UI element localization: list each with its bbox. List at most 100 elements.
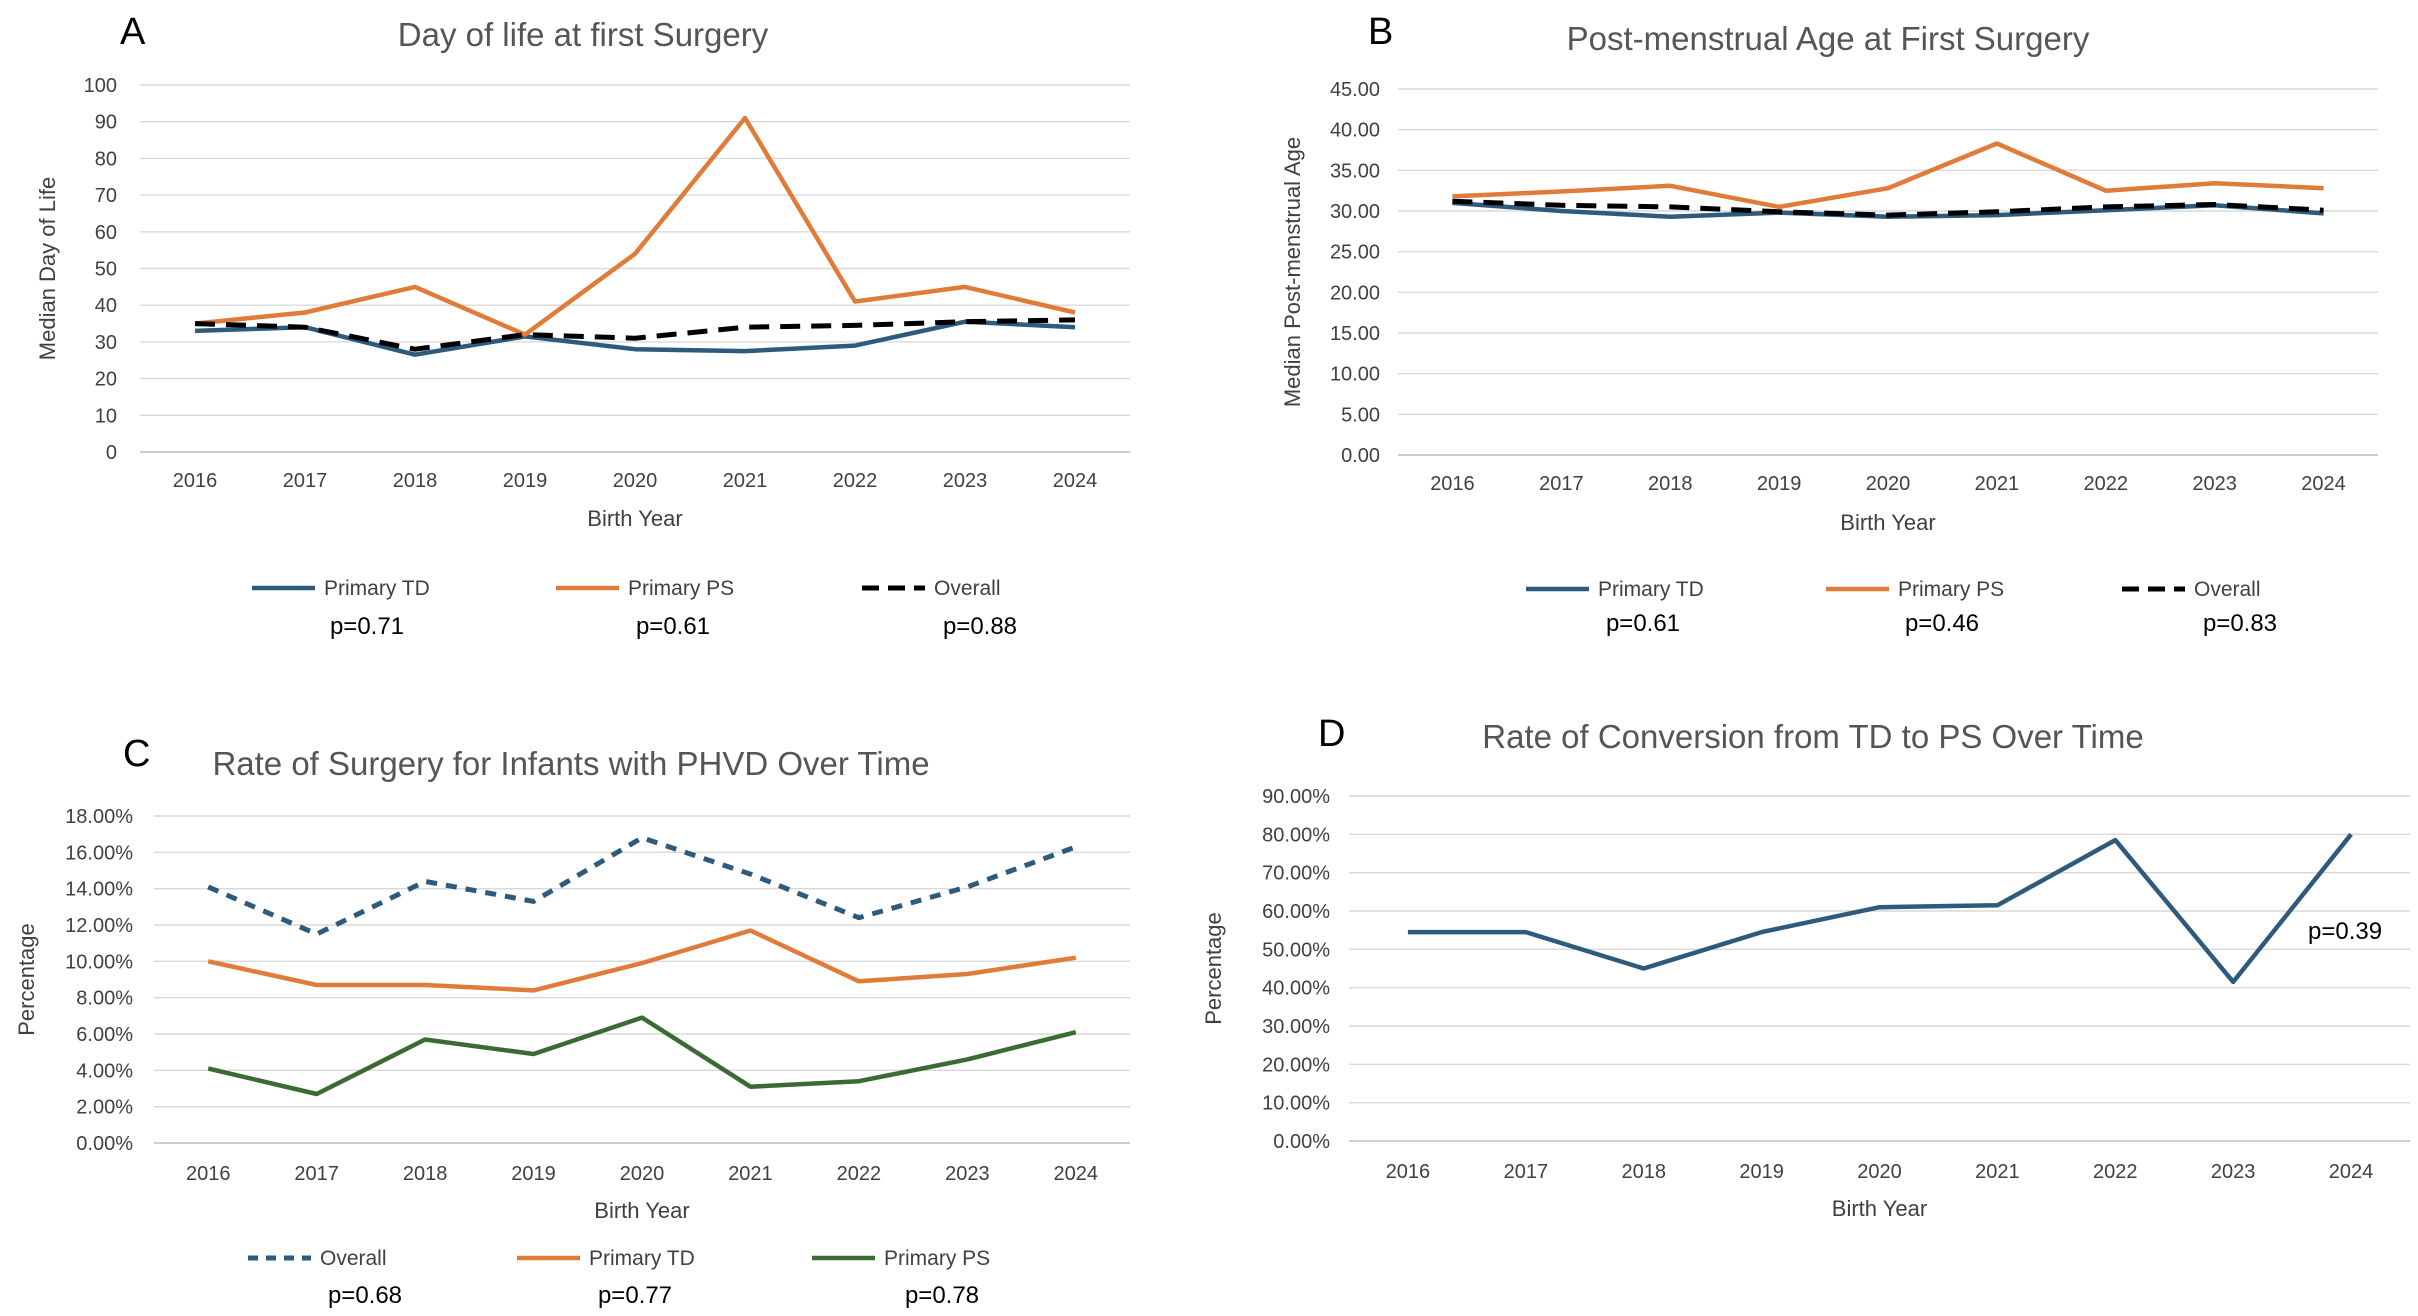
y-tick-label: 80 [95, 148, 117, 170]
y-tick-label: 0.00% [76, 1133, 133, 1155]
x-tick-label: 2016 [173, 470, 218, 492]
chart-title: Post-menstrual Age at First Surgery [1567, 20, 2090, 57]
x-tick-label: 2017 [1539, 473, 1584, 495]
legend-label: Primary TD [589, 1247, 695, 1270]
panel-letter: C [123, 733, 150, 775]
y-tick-label: 0 [106, 442, 117, 464]
x-tick-label: 2020 [1866, 473, 1911, 495]
y-tick-label: 8.00% [76, 988, 133, 1010]
x-axis-label: Birth Year [594, 1198, 689, 1223]
y-axis-label: Median Post-menstrual Age [1280, 137, 1305, 407]
y-tick-label: 15.00 [1330, 323, 1380, 345]
y-tick-label: 35.00 [1330, 160, 1380, 182]
series-line-primary-td [194, 319, 1076, 357]
p-value-label: p=0.71 [330, 613, 404, 640]
y-tick-label: 18.00% [65, 806, 133, 828]
x-tick-label: 2019 [503, 470, 548, 492]
chart-panel-a: A Day of life at first Surgery 0 10 20 30 40 50… [35, 11, 1130, 640]
legend-label: Primary PS [884, 1247, 990, 1270]
series-line-overall [194, 317, 1076, 352]
y-tick-label: 45.00 [1330, 79, 1380, 101]
x-axis-label: Birth Year [1840, 510, 1935, 535]
p-value-label: p=0.68 [328, 1282, 402, 1309]
x-tick-label: 2022 [833, 470, 878, 492]
x-tick-label: 2023 [945, 1163, 990, 1185]
p-value-label: p=0.46 [1905, 610, 1979, 637]
y-tick-label: 70 [95, 185, 117, 207]
p-value-label: p=0.78 [905, 1282, 979, 1309]
y-tick-label: 10.00% [65, 951, 133, 973]
y-tick-label: 70.00% [1262, 863, 1330, 885]
y-tick-label: 40.00 [1330, 120, 1380, 142]
series-line-primary-td [207, 928, 1077, 993]
legend-label: Primary PS [1898, 578, 2004, 601]
chart-title: Day of life at first Surgery [398, 16, 769, 53]
x-tick-label: 2024 [2301, 473, 2346, 495]
x-tick-label: 2020 [620, 1163, 665, 1185]
x-tick-label: 2019 [511, 1163, 556, 1185]
y-axis-label: Percentage [1201, 912, 1226, 1025]
y-tick-label: 0.00% [1273, 1131, 1330, 1153]
p-value-label: p=0.61 [636, 613, 710, 640]
chart-title: Rate of Conversion from TD to PS Over Ti… [1482, 718, 2143, 755]
y-tick-label: 10.00% [1262, 1093, 1330, 1115]
x-tick-label: 2019 [1739, 1161, 1784, 1183]
legend-label: Overall [934, 577, 1001, 600]
x-tick-label: 2018 [1648, 473, 1693, 495]
legend-label: Overall [2194, 578, 2261, 601]
y-tick-label: 60 [95, 222, 117, 244]
y-tick-label: 0.00 [1341, 445, 1380, 467]
x-tick-label: 2022 [837, 1163, 882, 1185]
y-tick-label: 25.00 [1330, 242, 1380, 264]
x-tick-label: 2021 [1975, 1161, 2020, 1183]
p-value-label: p=0.88 [943, 613, 1017, 640]
legend-label: Primary TD [324, 577, 430, 600]
p-value-label: p=0.83 [2203, 610, 2277, 637]
y-tick-label: 30 [95, 332, 117, 354]
legend-label: Primary PS [628, 577, 734, 600]
y-axis-label: Percentage [14, 923, 39, 1036]
x-tick-label: 2018 [1621, 1161, 1666, 1183]
y-tick-label: 50.00% [1262, 939, 1330, 961]
y-tick-label: 40.00% [1262, 978, 1330, 1000]
y-tick-label: 60.00% [1262, 901, 1330, 923]
x-tick-label: 2022 [2093, 1161, 2138, 1183]
y-tick-label: 20 [95, 369, 117, 391]
series-line-overall [207, 835, 1077, 937]
y-axis-label: Median Day of Life [35, 177, 60, 360]
series-line-overall [1452, 198, 2324, 218]
x-tick-label: 2017 [1504, 1161, 1549, 1183]
y-tick-label: 6.00% [76, 1024, 133, 1046]
x-tick-label: 2020 [613, 470, 658, 492]
series-line-primary-ps [1452, 141, 2324, 210]
y-tick-label: 16.00% [65, 842, 133, 864]
y-tick-label: 4.00% [76, 1060, 133, 1082]
x-tick-label: 2016 [1386, 1161, 1431, 1183]
y-tick-label: 30.00 [1330, 201, 1380, 223]
y-tick-label: 30.00% [1262, 1016, 1330, 1038]
y-tick-label: 14.00% [65, 879, 133, 901]
x-tick-label: 2023 [943, 470, 988, 492]
series-line-primary-ps [194, 115, 1076, 337]
x-tick-label: 2018 [403, 1163, 448, 1185]
p-value-label: p=0.61 [1606, 610, 1680, 637]
y-tick-label: 20.00 [1330, 282, 1380, 304]
x-tick-label: 2021 [1975, 473, 2020, 495]
x-tick-label: 2023 [2192, 473, 2237, 495]
panel-letter: B [1368, 11, 1393, 53]
p-value-label: p=0.77 [598, 1282, 672, 1309]
y-tick-label: 50 [95, 259, 117, 281]
chart-panel-c: C Rate of Surgery for Infants with PHVD O… [14, 733, 1130, 1309]
x-tick-label: 2024 [1053, 470, 1098, 492]
chart-title: Rate of Surgery for Infants with PHVD Ov… [212, 745, 929, 782]
y-tick-label: 12.00% [65, 915, 133, 937]
x-tick-label: 2018 [393, 470, 438, 492]
series-line-primary-ps [207, 1015, 1077, 1097]
y-tick-label: 5.00 [1341, 404, 1380, 426]
x-axis-label: Birth Year [587, 506, 682, 531]
x-tick-label: 2016 [1430, 473, 1475, 495]
y-tick-label: 40 [95, 295, 117, 317]
x-tick-label: 2024 [1054, 1163, 1099, 1185]
panel-letter: D [1318, 713, 1345, 755]
